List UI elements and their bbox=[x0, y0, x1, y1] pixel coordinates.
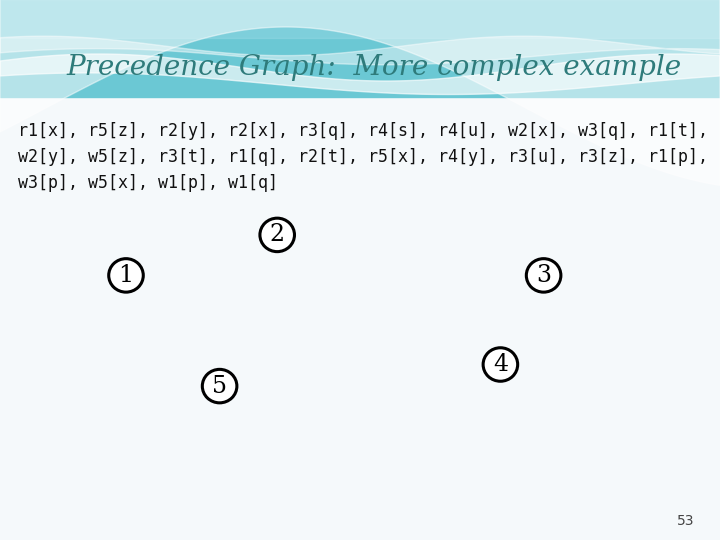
Ellipse shape bbox=[260, 218, 294, 252]
Ellipse shape bbox=[526, 259, 561, 292]
Ellipse shape bbox=[202, 369, 237, 403]
Text: Precedence Graph:  More complex example: Precedence Graph: More complex example bbox=[67, 54, 682, 81]
Text: 2: 2 bbox=[269, 224, 285, 246]
Text: 5: 5 bbox=[212, 375, 227, 397]
Text: 3: 3 bbox=[536, 264, 551, 287]
Ellipse shape bbox=[483, 348, 518, 381]
Text: 53: 53 bbox=[678, 514, 695, 528]
Ellipse shape bbox=[109, 259, 143, 292]
Text: 4: 4 bbox=[492, 353, 508, 376]
Text: 1: 1 bbox=[118, 264, 134, 287]
Text: r1[x], r5[z], r2[y], r2[x], r3[q], r4[s], r4[u], w2[x], w3[q], r1[t], r5[s], w4[: r1[x], r5[z], r2[y], r2[x], r3[q], r4[s]… bbox=[18, 122, 720, 192]
